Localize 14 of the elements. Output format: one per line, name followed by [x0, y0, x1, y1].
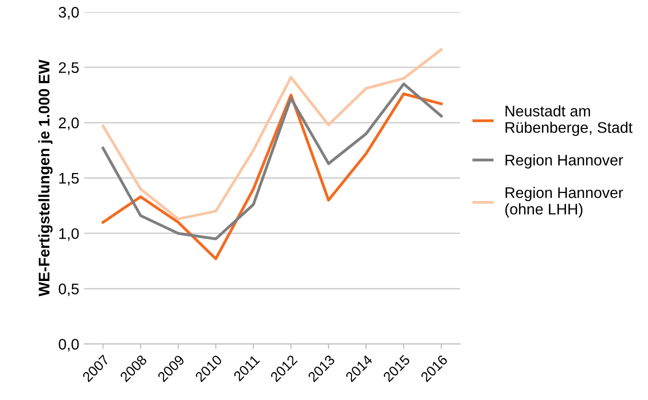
y-tick-label: 1,5: [59, 173, 79, 186]
line-series: [102, 92, 443, 260]
y-tick-label: 2,0: [58, 118, 79, 130]
line-series: [102, 48, 443, 220]
legend-label: Region Hannover (ohne LHH): [505, 186, 624, 218]
legend-label: Neustadt am Rübenberge, Stadt: [506, 105, 633, 136]
y-tick-label: 0,5: [58, 284, 79, 296]
line-series: [102, 82, 443, 240]
y-tick-label: 1,0: [59, 228, 79, 241]
y-axis-title: WE-Fertigstellungen je 1.000 EW: [38, 60, 53, 296]
y-tick-label: 3,0: [58, 6, 79, 20]
legend-label: Region Hannover: [506, 154, 624, 169]
y-tick-label: 2,5: [58, 62, 79, 75]
y-tick-label: 0,0: [58, 338, 79, 352]
